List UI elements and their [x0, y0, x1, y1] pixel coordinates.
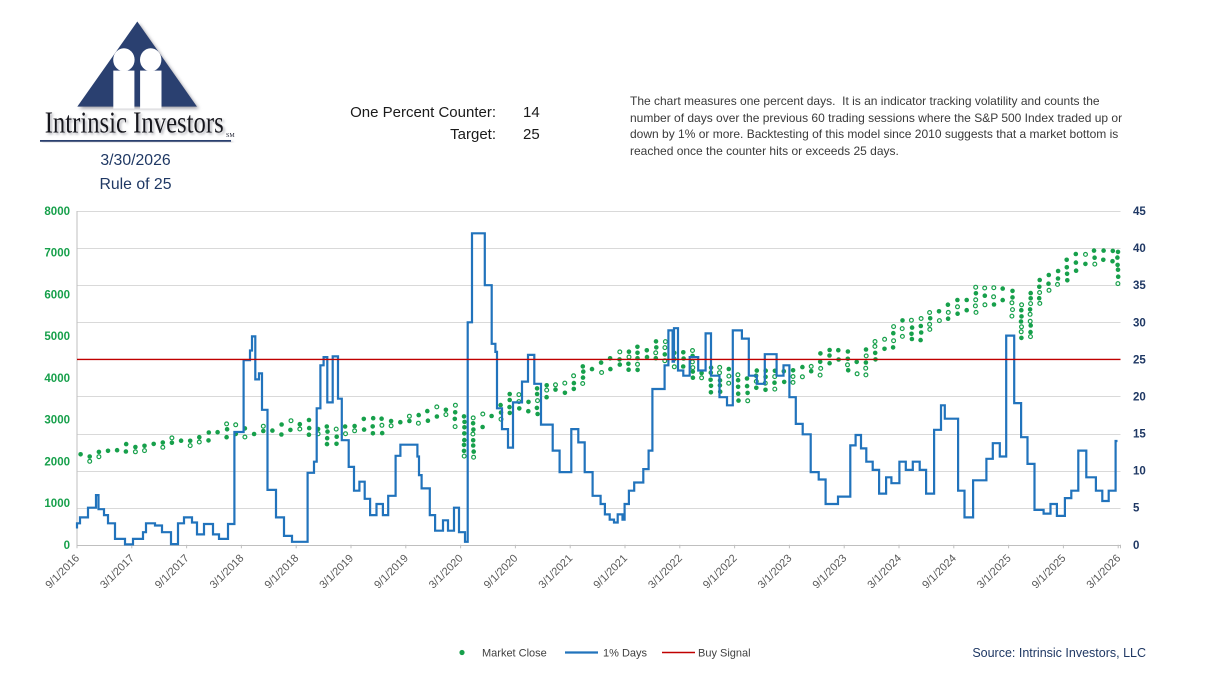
svg-text:3/1/2025: 3/1/2025 — [975, 552, 1014, 591]
svg-text:30: 30 — [1133, 317, 1146, 329]
svg-text:3/1/2019: 3/1/2019 — [317, 552, 356, 591]
svg-text:2000: 2000 — [44, 456, 70, 468]
svg-text:3/1/2026: 3/1/2026 — [1085, 552, 1124, 591]
svg-text:9/1/2017: 9/1/2017 — [153, 552, 192, 591]
svg-text:SM: SM — [226, 133, 235, 139]
svg-text:1000: 1000 — [44, 498, 70, 510]
svg-text:9/1/2020: 9/1/2020 — [482, 552, 521, 591]
svg-text:Market Close: Market Close — [482, 648, 547, 660]
svg-text:25: 25 — [1133, 354, 1146, 366]
svg-text:40: 40 — [1133, 243, 1146, 255]
svg-text:Intrinsic Investors: Intrinsic Investors — [45, 106, 224, 140]
svg-text:9/1/2025: 9/1/2025 — [1030, 552, 1069, 591]
svg-text:Buy Signal: Buy Signal — [698, 648, 751, 660]
svg-text:9/1/2019: 9/1/2019 — [372, 552, 411, 591]
svg-text:6000: 6000 — [44, 289, 70, 301]
svg-text:1% Days: 1% Days — [603, 648, 648, 660]
svg-text:3/1/2017: 3/1/2017 — [98, 552, 137, 591]
svg-text:3/1/2021: 3/1/2021 — [537, 552, 576, 591]
svg-text:3/1/2020: 3/1/2020 — [427, 552, 466, 591]
svg-text:9/1/2023: 9/1/2023 — [811, 552, 850, 591]
svg-text:45: 45 — [1133, 206, 1146, 218]
svg-text:Source: Intrinsic Investors, L: Source: Intrinsic Investors, LLC — [972, 646, 1146, 660]
svg-text:3/1/2022: 3/1/2022 — [646, 552, 685, 591]
svg-text:35: 35 — [1133, 280, 1146, 292]
svg-text:3/1/2024: 3/1/2024 — [865, 552, 904, 591]
svg-text:5: 5 — [1133, 503, 1140, 515]
svg-text:9/1/2018: 9/1/2018 — [263, 552, 302, 591]
svg-text:0: 0 — [1133, 540, 1139, 552]
svg-text:20: 20 — [1133, 391, 1146, 403]
svg-text:3000: 3000 — [44, 415, 70, 427]
svg-text:3/1/2018: 3/1/2018 — [208, 552, 247, 591]
svg-text:7000: 7000 — [44, 248, 70, 260]
svg-text:9/1/2021: 9/1/2021 — [591, 552, 630, 591]
svg-text:9/1/2016: 9/1/2016 — [43, 552, 82, 591]
svg-text:0: 0 — [64, 540, 70, 552]
svg-text:8000: 8000 — [44, 206, 70, 218]
svg-text:3/1/2023: 3/1/2023 — [756, 552, 795, 591]
svg-text:9/1/2024: 9/1/2024 — [920, 552, 959, 591]
svg-text:15: 15 — [1133, 429, 1146, 441]
svg-text:9/1/2022: 9/1/2022 — [701, 552, 740, 591]
svg-text:10: 10 — [1133, 466, 1146, 478]
svg-text:5000: 5000 — [44, 331, 70, 343]
svg-text:4000: 4000 — [44, 373, 70, 385]
